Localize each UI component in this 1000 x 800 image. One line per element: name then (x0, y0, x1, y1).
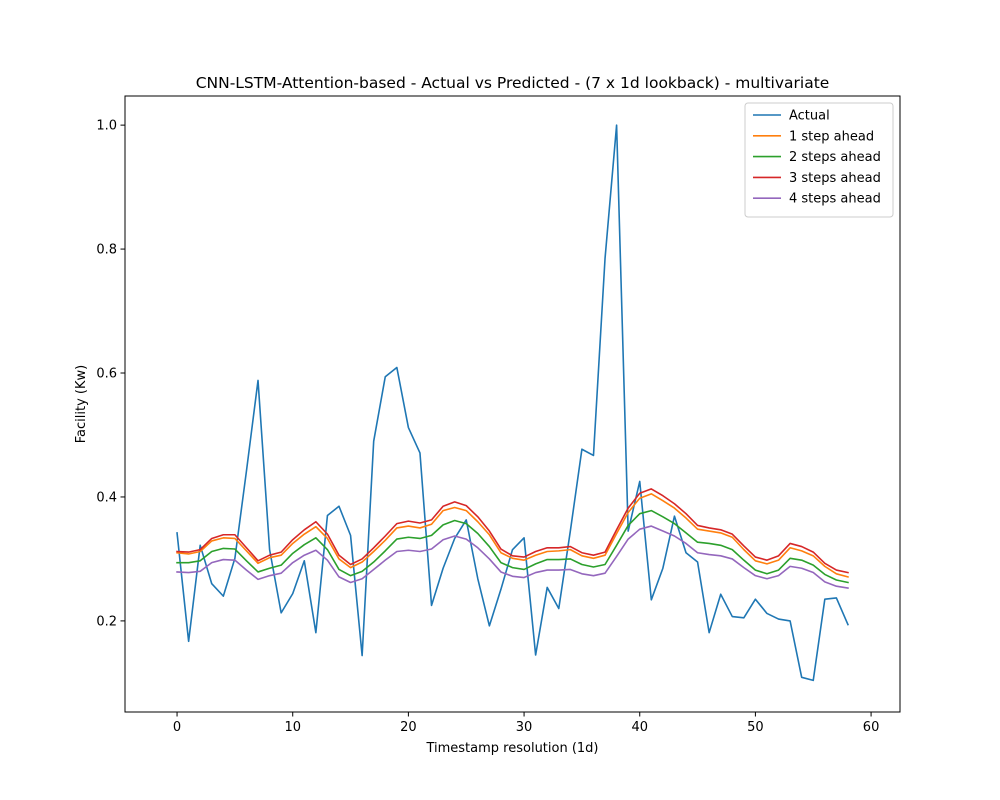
x-axis-ticks: 0 10 20 30 40 50 60 (173, 712, 879, 735)
y-tick-label: 0.6 (96, 367, 117, 382)
y-axis-label: Facility (Kw) (74, 365, 89, 443)
legend-label-2: 2 steps ahead (789, 150, 881, 165)
y-tick-label: 0.4 (96, 490, 117, 505)
x-axis-label: Timestamp resolution (1d) (425, 741, 598, 756)
series-line-4 (176, 525, 849, 589)
x-tick-label: 0 (173, 720, 181, 735)
legend-label-4: 4 steps ahead (789, 192, 881, 207)
legend-label-1: 1 step ahead (789, 129, 874, 144)
legend-label-0: Actual (789, 109, 830, 124)
series-line-3 (176, 488, 849, 574)
series-line-2 (176, 509, 849, 584)
series-lines (176, 124, 850, 682)
series-line-1 (176, 493, 849, 578)
y-axis-ticks: 0.2 0.4 0.6 0.8 1.0 (96, 119, 125, 629)
y-tick-label: 1.0 (96, 119, 117, 134)
x-tick-label: 60 (863, 720, 880, 735)
legend: Actual 1 step ahead 2 steps ahead 3 steps a… (744, 102, 894, 218)
y-tick-label: 0.8 (96, 243, 117, 258)
x-tick-label: 10 (284, 720, 301, 735)
x-tick-label: 30 (516, 720, 533, 735)
chart-title: CNN-LSTM-Attention-based - Actual vs Pre… (196, 74, 830, 92)
x-tick-label: 20 (400, 720, 417, 735)
series-line-0 (176, 124, 850, 682)
y-tick-label: 0.2 (96, 614, 117, 629)
x-tick-label: 50 (747, 720, 764, 735)
legend-frame (744, 102, 894, 218)
x-tick-label: 40 (631, 720, 648, 735)
legend-label-3: 3 steps ahead (789, 171, 881, 186)
axes-frame (124, 95, 901, 713)
